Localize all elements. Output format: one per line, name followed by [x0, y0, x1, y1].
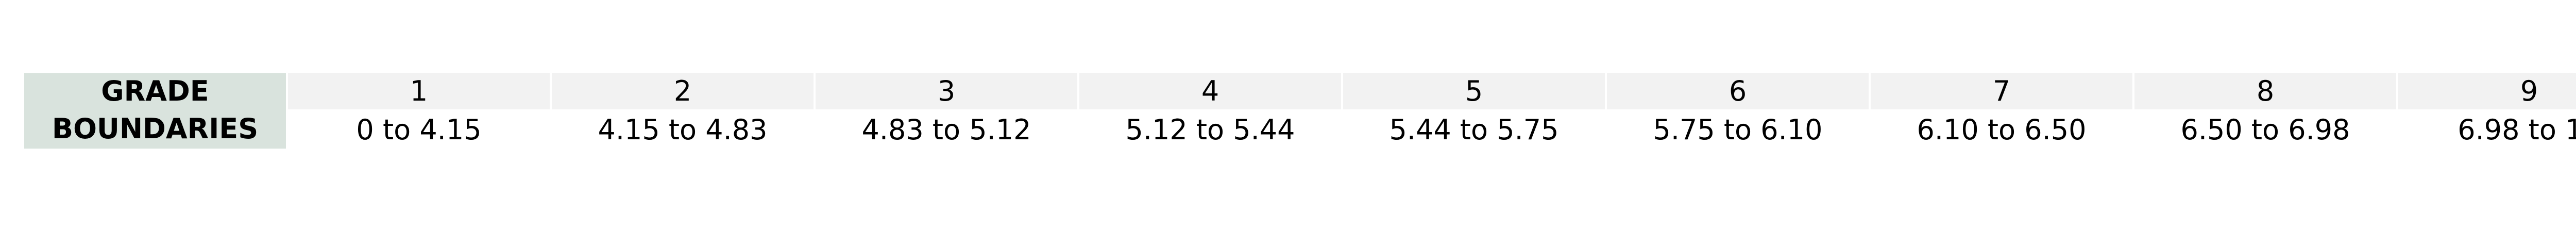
boundary-cell-9: 6.98 to 12 — [2398, 111, 2576, 149]
grade-cell-4: 4 — [1079, 73, 1341, 109]
grade-cell-1: 1 — [288, 73, 550, 109]
grade-cell-8: 8 — [2134, 73, 2396, 109]
boundary-cell-4: 5.12 to 5.44 — [1079, 111, 1341, 149]
boundary-cell-7: 6.10 to 6.50 — [1871, 111, 2132, 149]
grade-cell-9: 9 — [2398, 73, 2576, 109]
grade-cell-6: 6 — [1607, 73, 1869, 109]
boundary-cell-6: 5.75 to 6.10 — [1607, 111, 1869, 149]
grade-cell-7: 7 — [1871, 73, 2132, 109]
grade-cell-5: 5 — [1343, 73, 1605, 109]
grade-cell-3: 3 — [816, 73, 1077, 109]
boundary-cell-3: 4.83 to 5.12 — [816, 111, 1077, 149]
boundaries-header: BOUNDARIES — [24, 109, 286, 149]
grade-boundaries-table: GRADE 1 2 3 4 5 6 7 8 9 BOUNDARIES 0 to … — [24, 73, 2576, 149]
grade-cell-2: 2 — [552, 73, 814, 109]
boundary-cell-1: 0 to 4.15 — [288, 111, 550, 149]
grade-header: GRADE — [24, 73, 286, 109]
boundary-cell-5: 5.44 to 5.75 — [1343, 111, 1605, 149]
boundary-cell-8: 6.50 to 6.98 — [2134, 111, 2396, 149]
boundary-cell-2: 4.15 to 4.83 — [552, 111, 814, 149]
